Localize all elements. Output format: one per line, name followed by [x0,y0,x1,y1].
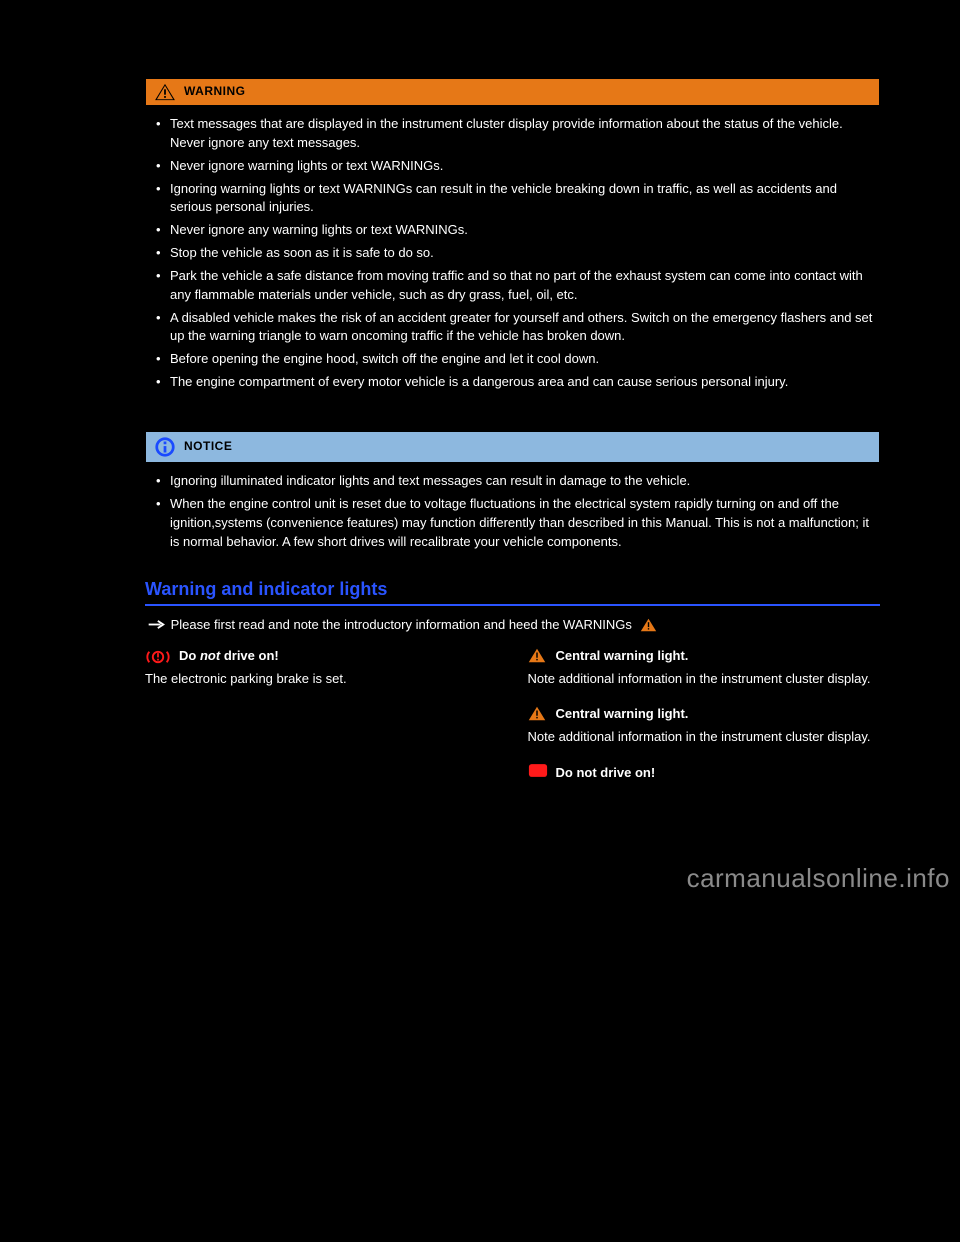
text-warning-icon [528,763,548,784]
indicator-body: Note additional information in the instr… [528,670,881,689]
indicator-block: Central warning light. Note additional i… [528,705,881,747]
indicator-column-left: Do not drive on! The electronic parking … [145,647,498,799]
indicator-head: Do not drive on! [528,763,881,784]
indicator-head: Central warning light. [528,705,881,724]
indicator-title: Do not drive on! [179,647,279,666]
notice-body: Ignoring illuminated indicator lights an… [146,462,879,561]
indicator-column-right: Central warning light. Note additional i… [528,647,881,799]
indicator-body: Note additional information in the instr… [528,728,881,747]
section-title: Warning and indicator lights [145,576,880,602]
indicator-columns: Do not drive on! The electronic parking … [145,647,880,799]
indicator-block: Central warning light. Note additional i… [528,647,881,689]
list-item: Never ignore warning lights or text WARN… [156,157,873,176]
indicator-head: Do not drive on! [145,647,498,666]
notice-callout: NOTICE Ignoring illuminated indicator li… [145,431,880,562]
list-item: Before opening the engine hood, switch o… [156,350,873,369]
list-item: A disabled vehicle makes the risk of an … [156,309,873,347]
watermark-text: carmanualsonline.info [0,860,960,898]
notice-info-icon [154,436,176,458]
notice-list: Ignoring illuminated indicator lights an… [152,472,873,551]
list-item: Ignoring warning lights or text WARNINGs… [156,180,873,218]
indicator-title: Central warning light. [556,705,689,724]
list-item: Park the vehicle a safe distance from mo… [156,267,873,305]
section-divider [145,604,880,606]
arrow-icon [145,617,171,632]
indicator-block: Do not drive on! [528,763,881,784]
warning-triangle-icon [528,648,548,665]
notice-label: NOTICE [184,438,232,455]
list-item: Stop the vehicle as soon as it is safe t… [156,244,873,263]
section-intro-text: Please first read and note the introduct… [171,617,632,632]
warning-label: WARNING [184,83,246,100]
indicator-title: Central warning light. [556,647,689,666]
warning-triangle-icon [154,83,176,101]
warning-list: Text messages that are displayed in the … [152,115,873,392]
indicator-head: Central warning light. [528,647,881,666]
section-intro: Please first read and note the introduct… [145,616,880,635]
warning-triangle-icon [528,706,548,723]
warning-header: WARNING [146,79,879,105]
warning-body: Text messages that are displayed in the … [146,105,879,402]
indicator-block: Do not drive on! The electronic parking … [145,647,498,689]
warning-triangle-icon [640,618,660,635]
notice-header: NOTICE [146,432,879,462]
list-item: Ignoring illuminated indicator lights an… [156,472,873,491]
list-item: The engine compartment of every motor ve… [156,373,873,392]
warning-callout: WARNING Text messages that are displayed… [145,78,880,403]
indicator-body: The electronic parking brake is set. [145,670,498,689]
indicator-title: Do not drive on! [556,764,656,783]
list-item: Text messages that are displayed in the … [156,115,873,153]
list-item: Never ignore any warning lights or text … [156,221,873,240]
brake-warning-icon [145,648,171,666]
list-item: When the engine control unit is reset du… [156,495,873,552]
